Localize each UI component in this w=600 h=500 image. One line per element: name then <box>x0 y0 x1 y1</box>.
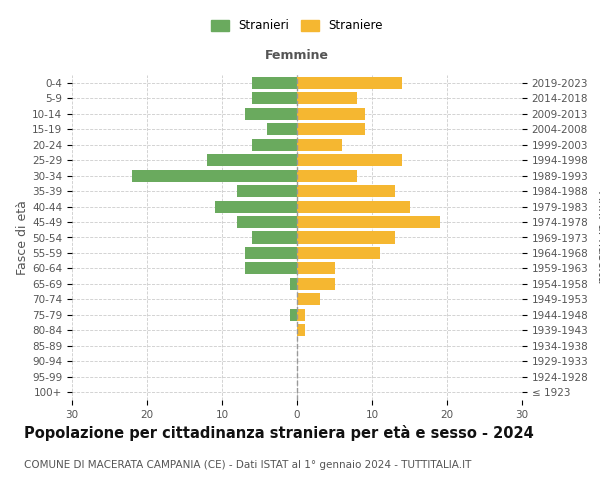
Bar <box>297 309 305 321</box>
Bar <box>297 262 335 274</box>
Bar <box>245 108 297 120</box>
Bar <box>290 278 297 290</box>
Bar <box>297 278 335 290</box>
Text: Popolazione per cittadinanza straniera per età e sesso - 2024: Popolazione per cittadinanza straniera p… <box>24 425 534 441</box>
Bar <box>267 123 297 135</box>
Bar <box>237 216 297 228</box>
Bar <box>132 170 297 181</box>
Bar <box>297 324 305 336</box>
Bar <box>297 200 409 212</box>
Bar <box>297 138 342 150</box>
Bar <box>245 247 297 259</box>
Bar <box>297 294 320 306</box>
Bar <box>297 92 357 104</box>
Bar <box>297 216 439 228</box>
Bar <box>297 108 365 120</box>
Bar <box>207 154 297 166</box>
Bar <box>297 170 357 181</box>
Bar <box>297 76 402 89</box>
Text: COMUNE DI MACERATA CAMPANIA (CE) - Dati ISTAT al 1° gennaio 2024 - TUTTITALIA.IT: COMUNE DI MACERATA CAMPANIA (CE) - Dati … <box>24 460 472 470</box>
Bar <box>297 123 365 135</box>
Bar <box>297 185 395 197</box>
Y-axis label: Anni di nascita: Anni di nascita <box>595 191 600 284</box>
Bar <box>297 232 395 243</box>
Bar <box>252 138 297 150</box>
Bar <box>297 154 402 166</box>
Bar <box>297 247 380 259</box>
Bar <box>252 76 297 89</box>
Bar <box>252 232 297 243</box>
Legend: Stranieri, Straniere: Stranieri, Straniere <box>208 16 386 36</box>
Bar <box>252 92 297 104</box>
Bar <box>290 309 297 321</box>
Bar <box>245 262 297 274</box>
Y-axis label: Fasce di età: Fasce di età <box>16 200 29 275</box>
Text: Femmine: Femmine <box>265 49 329 62</box>
Bar <box>215 200 297 212</box>
Bar <box>237 185 297 197</box>
